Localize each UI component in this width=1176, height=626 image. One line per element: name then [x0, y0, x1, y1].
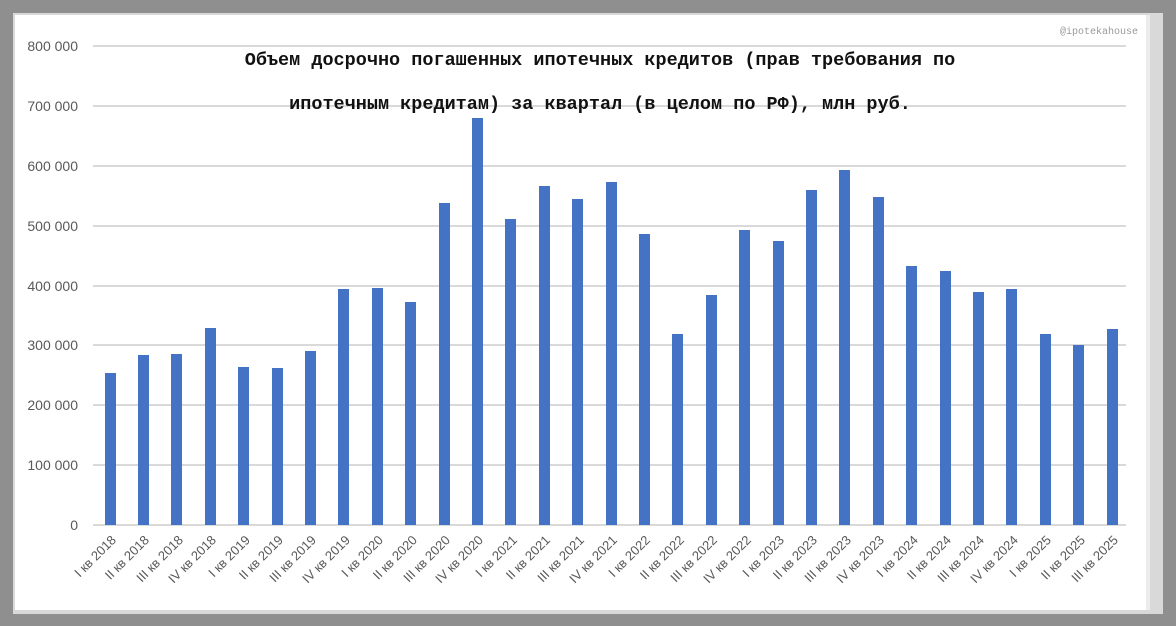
bar: [505, 219, 517, 525]
y-tick-label: 600 000: [27, 157, 78, 174]
chart-title: Объем досрочно погашенных ипотечных кред…: [105, 28, 1095, 138]
bar: [538, 186, 550, 525]
bar: [739, 230, 751, 525]
watermark: @ipotekahouse: [1059, 27, 1138, 38]
bar: [972, 292, 984, 525]
bar: [872, 196, 884, 525]
bar: [805, 190, 817, 525]
chart-title-line-1: Объем досрочно погашенных ипотечных кред…: [244, 50, 956, 71]
bar: [605, 181, 617, 525]
bar: [137, 354, 149, 525]
bar: [405, 302, 417, 525]
bar: [338, 289, 350, 525]
y-tick-label: 700 000: [27, 97, 78, 114]
y-tick-label: 300 000: [27, 337, 78, 354]
bar: [171, 354, 183, 525]
bar: [672, 333, 684, 525]
bar: [471, 118, 483, 525]
bar: [204, 328, 216, 525]
gridline: [93, 45, 1126, 47]
bar: [839, 169, 851, 525]
y-tick-label: 100 000: [27, 457, 78, 474]
y-tick-label: 800 000: [27, 38, 78, 54]
y-tick-label: 0: [70, 517, 78, 533]
gridline: [93, 524, 1126, 526]
bar: [1006, 289, 1018, 525]
y-tick-label: 400 000: [27, 277, 78, 294]
bar: [772, 241, 784, 525]
y-tick-label: 200 000: [27, 397, 78, 414]
chart-panel: Объем досрочно погашенных ипотечных кред…: [15, 15, 1150, 610]
bar: [238, 366, 250, 525]
bar: [1106, 329, 1118, 525]
panel-edge: [1146, 15, 1150, 610]
bar: [1073, 344, 1085, 525]
bar: [572, 199, 584, 525]
bar: [1039, 333, 1051, 525]
bar: [705, 295, 717, 525]
bar: [304, 351, 316, 525]
chart-title-line-2: ипотечным кредитам) за квартал (в целом …: [289, 94, 911, 115]
bar: [906, 266, 918, 525]
gridline: [93, 104, 1126, 107]
bar: [371, 287, 383, 525]
gridline: [93, 164, 1126, 167]
bar: [104, 372, 116, 525]
bar: [638, 234, 650, 525]
bar: [271, 368, 283, 525]
y-tick-label: 500 000: [27, 217, 78, 234]
bar: [939, 271, 951, 525]
bar: [438, 202, 450, 525]
